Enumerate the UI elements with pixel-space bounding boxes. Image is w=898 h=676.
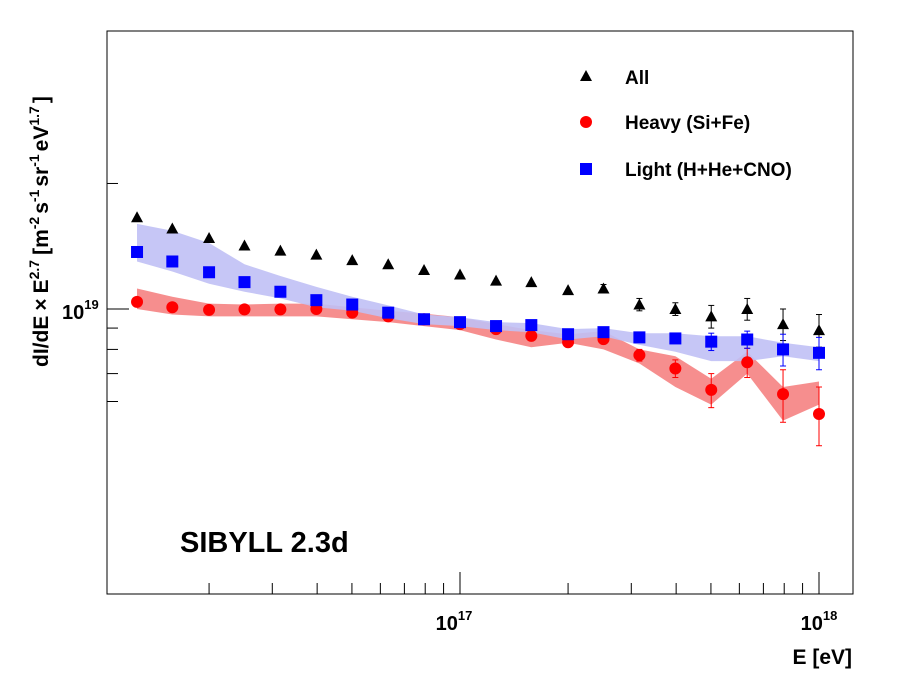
legend-label-all: All	[625, 68, 649, 89]
marker-light	[669, 332, 682, 345]
marker-light	[382, 306, 395, 319]
x-tick-exp: 17	[458, 608, 472, 623]
marker-light	[741, 333, 754, 346]
marker-all	[418, 264, 431, 276]
marker-heavy	[741, 356, 754, 369]
y-tick-label-1e19: 1019	[62, 297, 99, 324]
marker-all	[203, 232, 216, 244]
plot-frame	[106, 30, 854, 595]
legend-marker-all	[580, 70, 592, 81]
legend-marker-light	[580, 163, 592, 175]
y-axis-label: dI/dE×E2.7[m-2s-1sr-1eV1.7]	[26, 96, 53, 367]
marker-light	[490, 320, 503, 333]
marker-all	[274, 244, 287, 256]
marker-all	[669, 303, 682, 314]
marker-all	[777, 318, 790, 330]
marker-all	[813, 324, 825, 336]
marker-all	[131, 211, 144, 223]
x-tick-base: 10	[801, 613, 823, 635]
marker-light	[525, 319, 538, 332]
x-tick-exp: 18	[823, 608, 837, 623]
legend-label-heavy: Heavy (Si+Fe)	[625, 113, 750, 134]
marker-heavy	[669, 362, 682, 375]
marker-all	[633, 298, 646, 310]
marker-all	[382, 258, 395, 270]
legend-marker-heavy	[580, 116, 592, 128]
marker-light	[131, 245, 144, 258]
marker-heavy	[274, 303, 287, 316]
model-annotation: SIBYLL 2.3d	[180, 527, 349, 559]
marker-light	[633, 331, 646, 344]
marker-light	[166, 255, 179, 268]
marker-all	[597, 282, 610, 294]
marker-light	[238, 276, 251, 289]
band-2	[137, 223, 819, 362]
marker-heavy	[238, 303, 251, 316]
y-tick-base: 10	[62, 302, 84, 324]
marker-all	[562, 284, 575, 296]
marker-heavy	[525, 329, 538, 342]
marker-heavy	[166, 301, 179, 314]
marker-light	[597, 326, 610, 339]
x-tick-base: 10	[436, 613, 458, 635]
marker-all	[490, 274, 503, 286]
marker-heavy	[777, 388, 790, 401]
marker-heavy	[203, 303, 216, 316]
marker-all	[525, 276, 538, 288]
marker-light	[346, 298, 359, 311]
data-markers	[131, 211, 825, 421]
x-axis-label: E [eV]	[792, 646, 852, 669]
axis-ticks	[107, 182, 820, 594]
marker-heavy	[813, 408, 825, 421]
marker-heavy	[705, 383, 718, 396]
marker-light	[454, 316, 466, 329]
marker-all	[166, 222, 179, 234]
marker-all	[238, 239, 251, 251]
marker-light	[418, 313, 431, 326]
marker-all	[310, 248, 323, 260]
marker-light	[813, 346, 825, 359]
marker-light	[562, 328, 575, 341]
marker-heavy	[131, 295, 144, 308]
marker-heavy	[633, 349, 646, 362]
marker-all	[454, 268, 466, 280]
marker-light	[705, 335, 718, 348]
y-tick-exp: 19	[84, 297, 98, 312]
legend-label-light: Light (H+He+CNO)	[625, 160, 792, 181]
marker-light	[203, 266, 216, 279]
marker-all	[705, 310, 718, 322]
marker-light	[274, 285, 287, 298]
marker-all	[346, 254, 359, 266]
uncertainty-bands	[137, 223, 819, 421]
marker-light	[310, 294, 323, 307]
legend: All Heavy (Si+Fe) Light (H+He+CNO)	[580, 68, 792, 181]
marker-light	[777, 343, 790, 356]
x-tick-label-1e18: 1018	[801, 608, 838, 635]
x-tick-label-1e17: 1017	[436, 608, 473, 635]
marker-all	[741, 303, 754, 314]
